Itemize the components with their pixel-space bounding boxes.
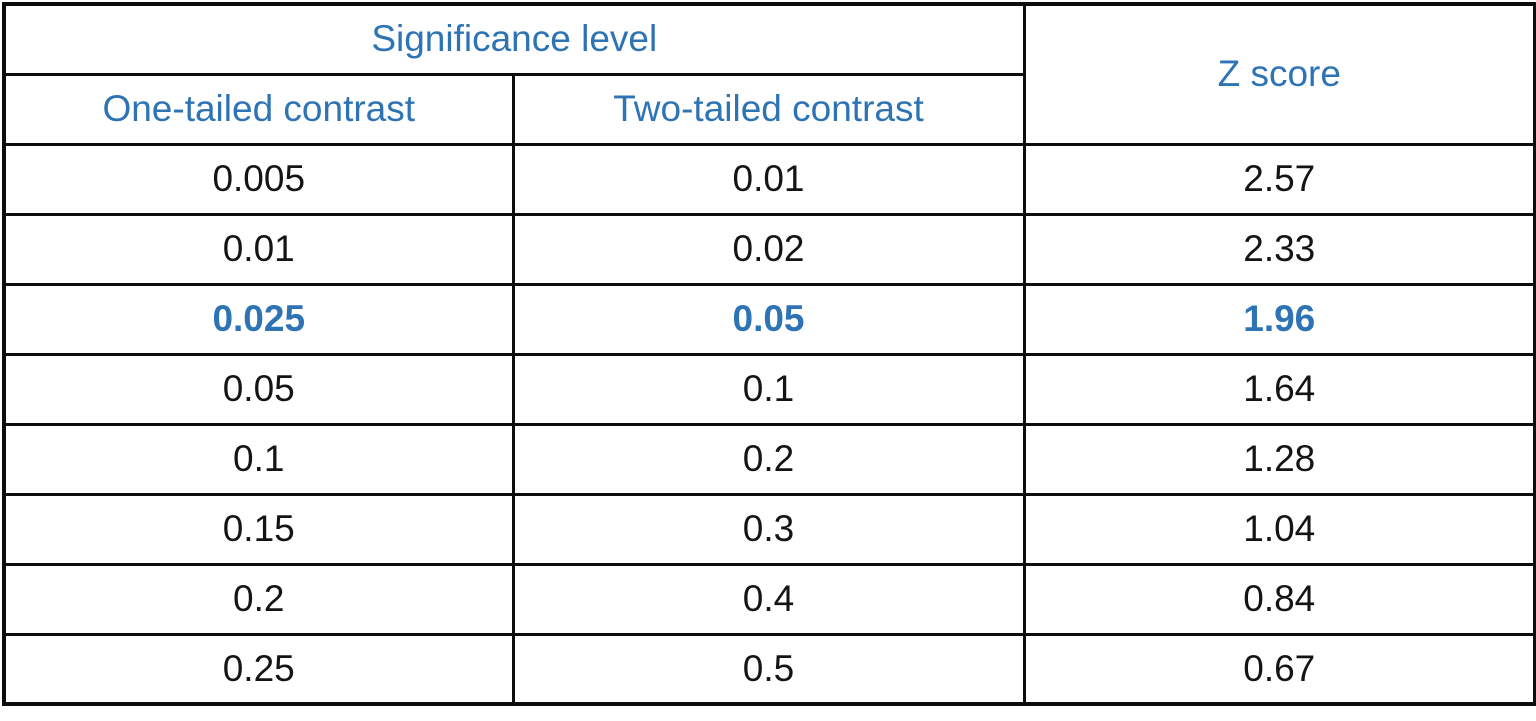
- table-row: 0.25 0.5 0.67: [2, 632, 1536, 706]
- cell-one-tailed: 0.2: [2, 562, 515, 636]
- one-tailed-header: One-tailed contrast: [2, 72, 515, 146]
- cell-two-tailed: 0.01: [511, 142, 1026, 216]
- cell-z-score: 1.04: [1022, 492, 1536, 566]
- cell-z-score: 1.64: [1022, 352, 1536, 426]
- cell-one-tailed: 0.15: [2, 492, 515, 566]
- cell-one-tailed: 0.01: [2, 212, 515, 286]
- cell-one-tailed: 0.25: [2, 632, 515, 706]
- z-score-table: Significance level Z score One-tailed co…: [2, 2, 1536, 706]
- cell-two-tailed: 0.4: [511, 562, 1026, 636]
- cell-two-tailed: 0.3: [511, 492, 1026, 566]
- cell-z-score: 1.96: [1022, 282, 1536, 356]
- cell-z-score: 1.28: [1022, 422, 1536, 496]
- cell-one-tailed: 0.05: [2, 352, 515, 426]
- two-tailed-header: Two-tailed contrast: [511, 72, 1026, 146]
- cell-z-score: 0.67: [1022, 632, 1536, 706]
- z-score-header: Z score: [1022, 2, 1536, 146]
- cell-two-tailed: 0.02: [511, 212, 1026, 286]
- table-row: 0.2 0.4 0.84: [2, 562, 1536, 636]
- table-row: 0.05 0.1 1.64: [2, 352, 1536, 426]
- header-row-contrasts: One-tailed contrast Two-tailed contrast: [2, 72, 1535, 146]
- cell-z-score: 0.84: [1022, 562, 1536, 636]
- cell-z-score: 2.57: [1022, 142, 1536, 216]
- cell-two-tailed: 0.2: [511, 422, 1026, 496]
- cell-two-tailed: 0.1: [511, 352, 1026, 426]
- cell-two-tailed: 0.05: [511, 282, 1026, 356]
- cell-one-tailed: 0.025: [2, 282, 515, 356]
- table-row: 0.01 0.02 2.33: [2, 212, 1536, 286]
- table-row: 0.1 0.2 1.28: [2, 422, 1536, 496]
- table-row-highlighted: 0.025 0.05 1.96: [2, 282, 1536, 356]
- table-row: 0.005 0.01 2.57: [2, 142, 1536, 216]
- cell-one-tailed: 0.005: [2, 142, 515, 216]
- significance-level-header: Significance level: [2, 2, 1026, 76]
- table-row: 0.15 0.3 1.04: [2, 492, 1536, 566]
- cell-z-score: 2.33: [1022, 212, 1536, 286]
- cell-two-tailed: 0.5: [511, 632, 1026, 706]
- cell-one-tailed: 0.1: [2, 422, 515, 496]
- header-row-significance: Significance level Z score: [2, 2, 1536, 146]
